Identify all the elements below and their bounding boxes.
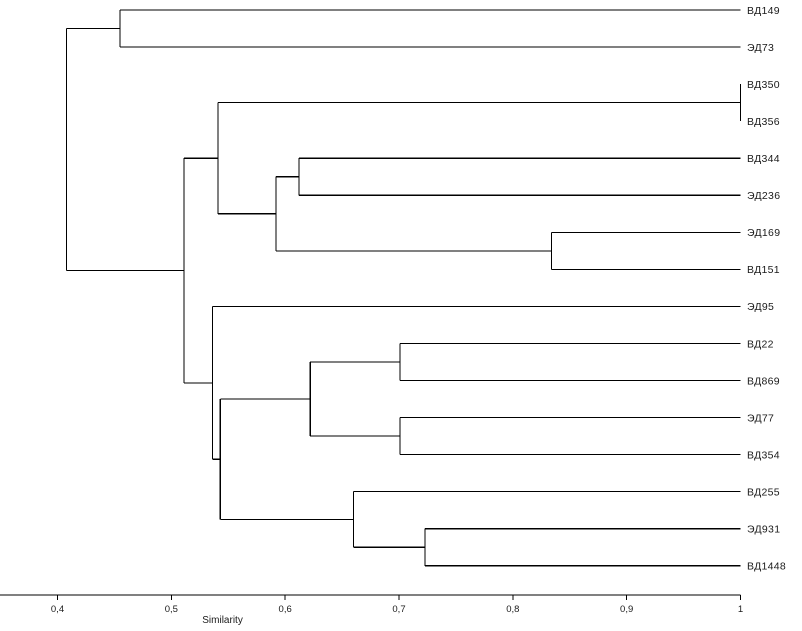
dendrogram-branches <box>66 9 742 567</box>
leaf-label: ВД356 <box>747 116 780 128</box>
x-axis-tick-label: 0,8 <box>506 604 519 615</box>
leaf-label: ВД344 <box>747 153 780 165</box>
x-axis-tick-label: 1 <box>738 604 743 615</box>
leaf-label: ЭД169 <box>747 227 780 239</box>
leaf-label: ЭД931 <box>747 524 780 536</box>
leaf-labels: ВД149 ЭД73 ВД350 ВД356 ВД344 ЭД236 ЭД169 ВД151 Э… <box>747 5 786 573</box>
x-axis: 0,4 0,5 0,6 0,7 0,8 0,9 1 Similarity <box>0 594 743 626</box>
leaf-label: ЭД77 <box>747 412 774 424</box>
x-axis-tick-label: 0,4 <box>51 604 64 615</box>
leaf-label: ЭД236 <box>747 190 780 202</box>
leaf-label: ВД255 <box>747 486 780 498</box>
x-axis-tick-label: 0,7 <box>392 604 405 615</box>
leaf-label: ВД869 <box>747 375 780 387</box>
x-axis-title: Similarity <box>202 615 243 626</box>
x-axis-ticks: 0,4 0,5 0,6 0,7 0,8 0,9 1 <box>51 595 743 615</box>
x-axis-tick-label: 0,6 <box>279 604 292 615</box>
leaf-label: ВД1448 <box>747 561 786 573</box>
leaf-label: ЭД73 <box>747 42 774 54</box>
leaf-label: ЭД95 <box>747 301 774 313</box>
leaf-label: ВД149 <box>747 5 780 17</box>
leaf-label: ВД22 <box>747 338 774 350</box>
leaf-label: ВД350 <box>747 79 780 91</box>
leaf-label: ВД151 <box>747 264 780 276</box>
leaf-label: ВД354 <box>747 449 780 461</box>
x-axis-tick-label: 0,5 <box>165 604 178 615</box>
x-axis-tick-label: 0,9 <box>620 604 633 615</box>
